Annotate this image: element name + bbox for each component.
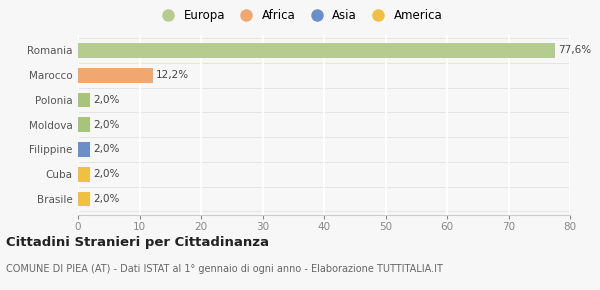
Bar — [78, 117, 90, 132]
Bar — [78, 93, 90, 107]
Text: 2,0%: 2,0% — [94, 120, 120, 130]
Text: 2,0%: 2,0% — [94, 144, 120, 155]
Text: 2,0%: 2,0% — [94, 169, 120, 179]
Text: Cittadini Stranieri per Cittadinanza: Cittadini Stranieri per Cittadinanza — [6, 236, 269, 249]
Bar — [78, 68, 153, 83]
Text: 77,6%: 77,6% — [559, 46, 592, 55]
Bar — [78, 43, 555, 58]
Text: COMUNE DI PIEA (AT) - Dati ISTAT al 1° gennaio di ogni anno - Elaborazione TUTTI: COMUNE DI PIEA (AT) - Dati ISTAT al 1° g… — [6, 264, 443, 274]
Bar — [78, 192, 90, 206]
Text: 12,2%: 12,2% — [156, 70, 189, 80]
Legend: Europa, Africa, Asia, America: Europa, Africa, Asia, America — [157, 9, 442, 22]
Bar — [78, 142, 90, 157]
Bar — [78, 167, 90, 182]
Text: 2,0%: 2,0% — [94, 95, 120, 105]
Text: 2,0%: 2,0% — [94, 194, 120, 204]
